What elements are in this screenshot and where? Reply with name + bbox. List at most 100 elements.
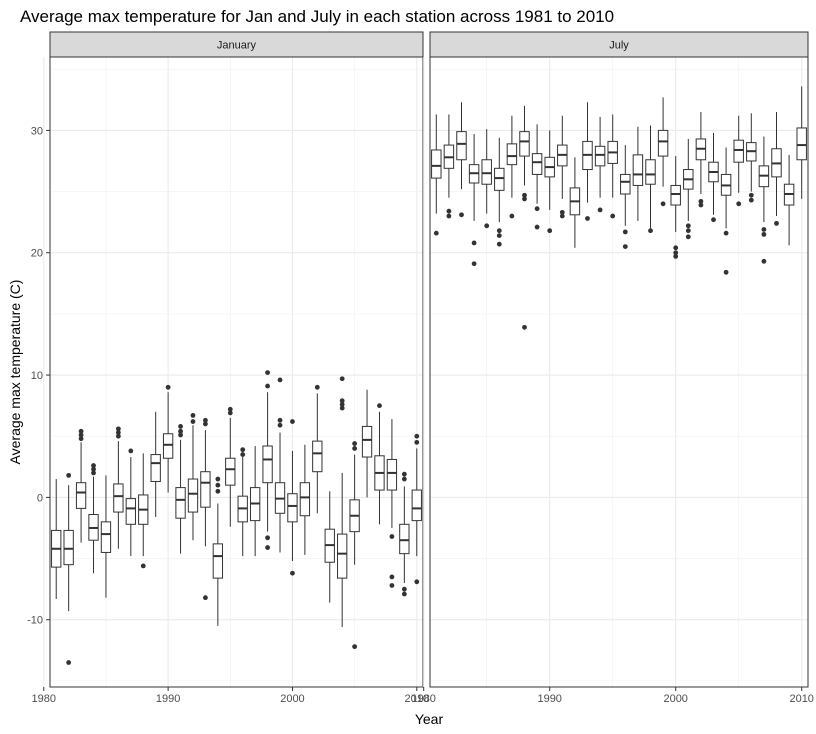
- outlier-point: [377, 403, 382, 409]
- outlier-point: [559, 209, 565, 215]
- x-tick-label: 1980: [32, 693, 56, 705]
- outlier-point: [389, 534, 395, 539]
- outlier-point: [78, 436, 84, 442]
- facet-strip-label: July: [609, 40, 629, 52]
- box-january-2004: [337, 376, 348, 628]
- iqr-box: [299, 482, 311, 517]
- outlier-point: [547, 228, 553, 234]
- box-january-1999: [274, 377, 286, 553]
- y-tick-label: -10: [27, 615, 43, 627]
- facet-strip: [49, 31, 424, 58]
- box-january-2010: [411, 433, 422, 585]
- outlier-point: [534, 224, 540, 230]
- outlier-point: [698, 198, 704, 204]
- box-july-1982: [443, 114, 455, 219]
- box-july-1996: [620, 145, 631, 250]
- box-january-1997: [249, 446, 261, 557]
- box-july-1989: [531, 124, 543, 230]
- box-july-2000: [670, 156, 681, 259]
- outlier-point: [339, 398, 345, 404]
- box-july-2004: [720, 147, 732, 275]
- outlier-point: [115, 426, 121, 432]
- box-january-1998: [262, 370, 273, 550]
- iqr-box: [506, 143, 518, 166]
- y-tick-label: 10: [31, 370, 43, 382]
- outlier-point: [559, 213, 565, 219]
- outlier-point: [648, 228, 653, 234]
- box-january-2009: [399, 471, 410, 597]
- box-july-1981: [431, 114, 442, 236]
- y-axis: -10 0 10 20 30: [27, 125, 50, 627]
- facet-panels: January July: [43, 31, 809, 688]
- outlier-point: [78, 428, 84, 434]
- box-july-1991: [557, 115, 568, 219]
- outlier-point: [433, 230, 439, 236]
- outlier-point: [265, 370, 270, 376]
- outlier-point: [277, 377, 283, 383]
- outlier-point: [585, 216, 590, 221]
- box-january-1982: [63, 472, 74, 665]
- outlier-point: [673, 253, 679, 259]
- x-tick-label: 1990: [156, 693, 180, 705]
- outlier-point: [723, 230, 729, 236]
- box-january-1989: [150, 411, 161, 517]
- outlier-point: [215, 476, 221, 482]
- outlier-point: [215, 488, 221, 494]
- iqr-box: [411, 489, 422, 522]
- outlier-point: [414, 439, 420, 445]
- outlier-point: [339, 376, 345, 382]
- box-july-1988: [519, 105, 530, 330]
- iqr-box: [75, 482, 87, 509]
- outlier-point: [115, 430, 121, 435]
- box-january-1996: [237, 447, 248, 557]
- box-january-1981: [51, 479, 62, 599]
- box-july-2008: [771, 112, 782, 226]
- iqr-box: [531, 153, 543, 175]
- iqr-box: [645, 159, 656, 185]
- outlier-point: [352, 441, 358, 446]
- box-january-2000: [287, 419, 298, 576]
- box-july-2010: [796, 86, 807, 199]
- outlier-point: [401, 586, 407, 592]
- outlier-point: [509, 213, 515, 219]
- outlier-point: [227, 406, 233, 412]
- facet-panel-january: January: [43, 31, 424, 688]
- box-july-1998: [645, 125, 656, 234]
- iqr-box: [620, 173, 631, 195]
- iqr-box: [456, 131, 467, 161]
- outlier-point: [401, 476, 407, 482]
- box-january-1986: [113, 426, 124, 549]
- outlier-point: [723, 269, 729, 275]
- box-january-2005: [349, 441, 360, 650]
- outlier-point: [78, 432, 84, 438]
- iqr-box: [337, 533, 348, 579]
- iqr-box: [175, 487, 186, 519]
- box-january-2003: [324, 491, 335, 603]
- iqr-box: [796, 127, 807, 161]
- box-january-1992: [187, 413, 199, 541]
- outlier-point: [203, 421, 208, 427]
- iqr-box: [361, 425, 373, 458]
- outlier-point: [190, 419, 196, 424]
- outlier-point: [401, 591, 407, 597]
- facet-strip-label: January: [217, 40, 257, 52]
- outlier-point: [484, 223, 490, 229]
- outlier-point: [622, 229, 628, 235]
- outlier-point: [265, 545, 270, 550]
- iqr-box: [386, 458, 398, 491]
- outlier-point: [115, 433, 121, 439]
- x-tick-label: 2000: [280, 693, 304, 705]
- outlier-point: [685, 223, 691, 229]
- outlier-point: [711, 217, 716, 223]
- iqr-box: [287, 493, 298, 523]
- iqr-box: [312, 440, 323, 473]
- box-january-2008: [386, 419, 398, 588]
- outlier-point: [522, 192, 527, 198]
- x-tick-label: 1990: [537, 693, 561, 705]
- outlier-point: [178, 432, 183, 438]
- facet-strip: [429, 31, 809, 58]
- outlier-point: [91, 463, 96, 468]
- outlier-point: [660, 201, 666, 207]
